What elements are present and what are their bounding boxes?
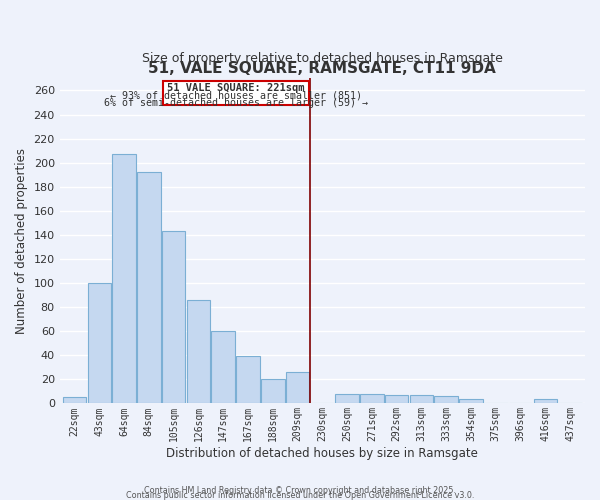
X-axis label: Distribution of detached houses by size in Ramsgate: Distribution of detached houses by size … [166,447,478,460]
Y-axis label: Number of detached properties: Number of detached properties [15,148,28,334]
Text: 51 VALE SQUARE: 221sqm: 51 VALE SQUARE: 221sqm [167,83,304,93]
Bar [360,394,383,404]
Title: 51, VALE SQUARE, RAMSGATE, CT11 9DA: 51, VALE SQUARE, RAMSGATE, CT11 9DA [148,61,496,76]
Text: Size of property relative to detached houses in Ramsgate: Size of property relative to detached ho… [142,52,503,66]
Bar [88,283,111,404]
FancyBboxPatch shape [163,81,309,105]
Bar [434,396,458,404]
Bar [137,172,161,404]
Bar [533,398,557,404]
Bar [286,372,310,404]
Text: Contains public sector information licensed under the Open Government Licence v3: Contains public sector information licen… [126,490,474,500]
Text: Contains HM Land Registry data © Crown copyright and database right 2025.: Contains HM Land Registry data © Crown c… [144,486,456,495]
Bar [63,398,86,404]
Bar [162,232,185,404]
Bar [187,300,210,404]
Text: 6% of semi-detached houses are larger (59) →: 6% of semi-detached houses are larger (5… [104,98,368,108]
Bar [410,395,433,404]
Bar [261,380,284,404]
Bar [211,331,235,404]
Text: ← 93% of detached houses are smaller (851): ← 93% of detached houses are smaller (85… [110,90,362,101]
Bar [459,398,483,404]
Bar [385,395,409,404]
Bar [236,356,260,404]
Bar [335,394,359,404]
Bar [112,154,136,404]
